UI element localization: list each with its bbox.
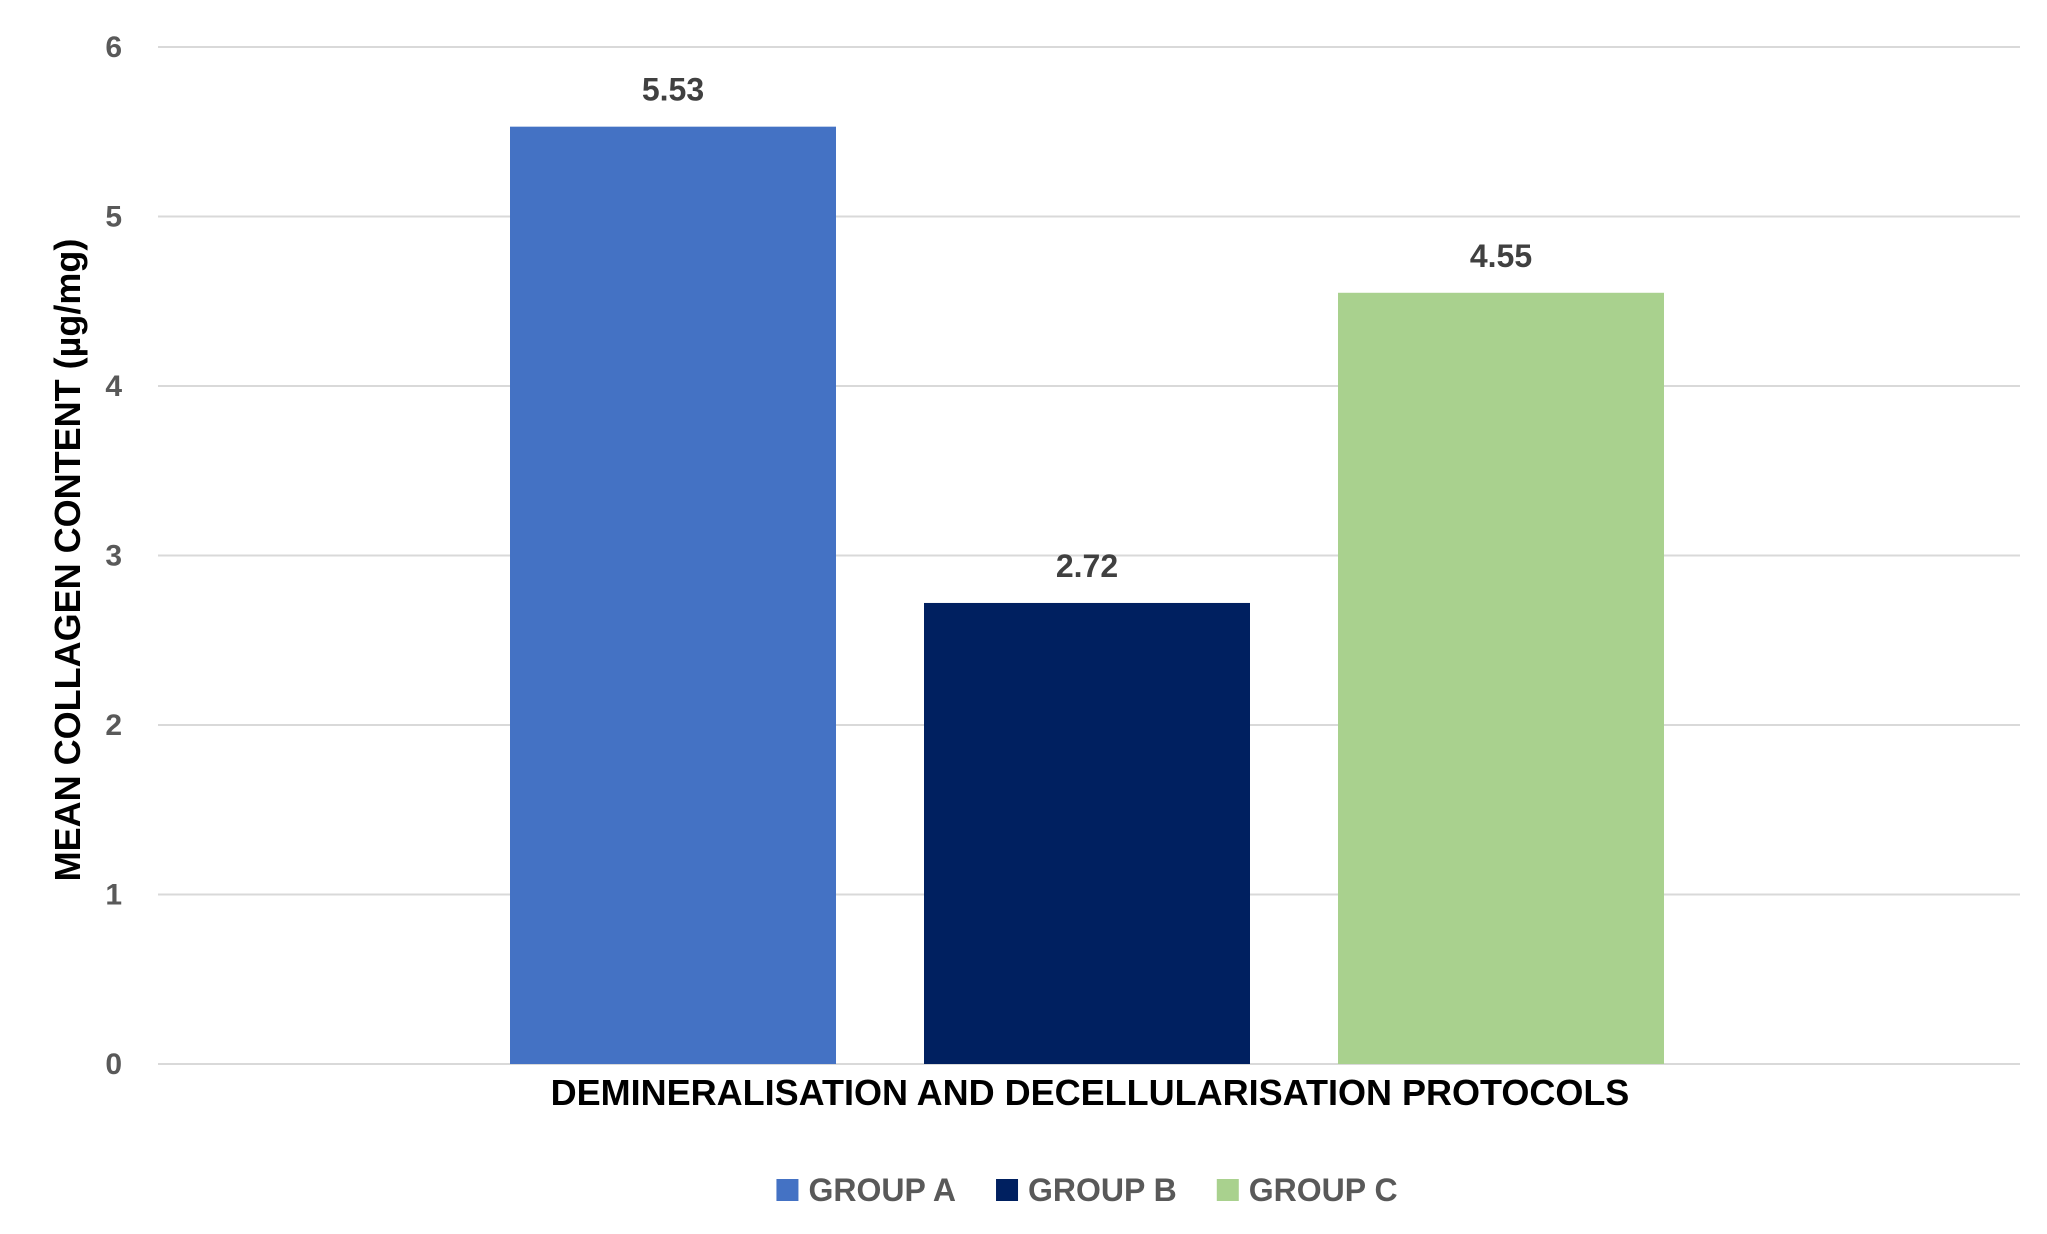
y-tick-label: 6 — [105, 31, 122, 64]
legend-label: GROUP A — [808, 1172, 956, 1208]
data-label: 2.72 — [1056, 548, 1118, 584]
y-axis-ticks: 0 1 2 3 4 5 6 — [105, 31, 122, 1081]
legend-swatch — [776, 1179, 799, 1201]
bar-group-c — [1338, 292, 1664, 1064]
y-tick-label: 1 — [105, 879, 122, 912]
bars — [510, 126, 1664, 1065]
data-label: 4.55 — [1470, 238, 1532, 274]
bar-group-a — [510, 126, 836, 1065]
y-axis-title: MEAN COLLAGEN CONTENT (µg/mg) — [47, 239, 88, 882]
y-tick-label: 2 — [105, 709, 122, 742]
bar-group-b — [924, 602, 1250, 1064]
y-tick-label: 0 — [105, 1048, 122, 1081]
y-tick-label: 4 — [105, 370, 122, 403]
data-labels: 5.53 2.72 4.55 — [642, 72, 1532, 584]
legend-label: GROUP C — [1249, 1172, 1398, 1208]
y-tick-label: 3 — [105, 540, 122, 573]
data-label: 5.53 — [642, 72, 704, 108]
legend-swatch — [1216, 1179, 1239, 1201]
legend: GROUP A GROUP B GROUP C — [776, 1172, 1398, 1208]
y-tick-label: 5 — [105, 201, 122, 234]
x-axis-title: DEMINERALISATION AND DECELLULARISATION P… — [551, 1072, 1630, 1113]
legend-label: GROUP B — [1028, 1172, 1177, 1208]
legend-swatch — [996, 1179, 1019, 1201]
